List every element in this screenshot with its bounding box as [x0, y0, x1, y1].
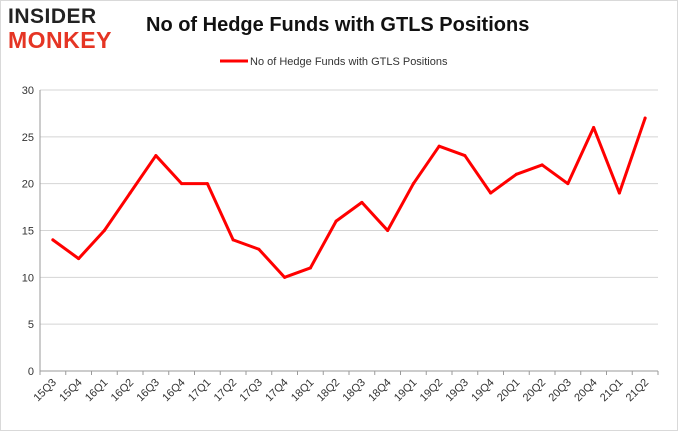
x-tick-label-20Q4: 20Q4	[572, 377, 600, 405]
data-point-19Q3	[463, 154, 467, 158]
data-point-18Q2	[334, 219, 338, 223]
y-tick-label-30: 30	[22, 85, 34, 97]
data-point-17Q1	[205, 182, 209, 186]
x-tick-label-21Q2: 21Q2	[624, 377, 652, 405]
x-tick-label-16Q1: 16Q1	[83, 377, 111, 405]
x-tick-label-18Q3: 18Q3	[340, 377, 368, 405]
x-tick-label-19Q3: 19Q3	[443, 377, 471, 405]
x-tick-label-17Q1: 17Q1	[186, 377, 214, 405]
data-point-19Q4	[489, 191, 493, 195]
data-point-21Q1	[617, 191, 621, 195]
data-point-21Q2	[643, 116, 647, 120]
y-tick-label-20: 20	[22, 179, 34, 191]
x-tick-label-18Q4: 18Q4	[366, 377, 394, 405]
y-tick-label-10: 10	[22, 272, 34, 284]
y-tick-label-25: 25	[22, 132, 34, 144]
data-point-19Q1	[411, 182, 415, 186]
x-tick-label-18Q2: 18Q2	[315, 377, 343, 405]
x-axis-ticks: 15Q315Q416Q116Q216Q316Q417Q117Q217Q317Q4…	[31, 371, 659, 405]
x-tick-label-16Q4: 16Q4	[160, 377, 188, 405]
legend-label: No of Hedge Funds with GTLS Positions	[250, 56, 448, 68]
series-line-0	[51, 116, 647, 279]
x-tick-label-16Q3: 16Q3	[134, 377, 162, 405]
x-tick-label-17Q4: 17Q4	[263, 377, 291, 405]
x-tick-label-19Q1: 19Q1	[392, 377, 420, 405]
chart-title: No of Hedge Funds with GTLS Positions	[146, 14, 530, 36]
data-point-18Q1	[308, 266, 312, 270]
insider-monkey-logo: INSIDER MONKEY	[8, 6, 128, 52]
legend: No of Hedge Funds with GTLS Positions	[220, 56, 448, 68]
x-tick-label-17Q3: 17Q3	[237, 377, 265, 405]
data-point-20Q1	[514, 172, 518, 176]
data-point-19Q2	[437, 144, 441, 148]
x-tick-label-16Q2: 16Q2	[109, 377, 137, 405]
x-tick-label-17Q2: 17Q2	[212, 377, 240, 405]
y-axis-ticks: 0 5 10 15 20 25 30	[22, 85, 34, 378]
data-point-18Q4	[386, 229, 390, 232]
x-tick-label-19Q2: 19Q2	[418, 377, 446, 405]
x-tick-label-20Q3: 20Q3	[546, 377, 574, 405]
series-group	[51, 116, 647, 279]
data-point-16Q1	[102, 229, 106, 232]
data-point-16Q3	[154, 154, 158, 158]
data-point-17Q3	[257, 247, 261, 251]
x-tick-label-15Q4: 15Q4	[57, 377, 85, 405]
logo-line-1: INSIDER	[8, 5, 97, 28]
data-point-20Q4	[592, 125, 596, 129]
data-point-15Q3	[51, 238, 55, 242]
y-tick-label-15: 15	[22, 226, 34, 238]
x-tick-label-20Q1: 20Q1	[495, 377, 523, 405]
y-tick-label-5: 5	[28, 319, 34, 331]
data-point-16Q2	[128, 191, 132, 195]
data-point-16Q4	[180, 182, 184, 186]
x-tick-label-19Q4: 19Q4	[469, 377, 497, 405]
data-point-17Q2	[231, 238, 235, 242]
gridlines	[40, 89, 658, 325]
y-tick-label-0: 0	[28, 366, 34, 378]
x-tick-label-21Q1: 21Q1	[598, 377, 626, 405]
x-tick-label-20Q2: 20Q2	[521, 377, 549, 405]
x-tick-label-18Q1: 18Q1	[289, 377, 317, 405]
data-point-20Q2	[540, 163, 544, 167]
data-point-18Q3	[360, 200, 364, 204]
logo-line-2: MONKEY	[8, 27, 112, 53]
data-point-17Q4	[283, 275, 287, 279]
data-point-20Q3	[566, 182, 570, 186]
data-point-15Q4	[77, 257, 81, 261]
x-tick-label-15Q3: 15Q3	[31, 377, 59, 405]
